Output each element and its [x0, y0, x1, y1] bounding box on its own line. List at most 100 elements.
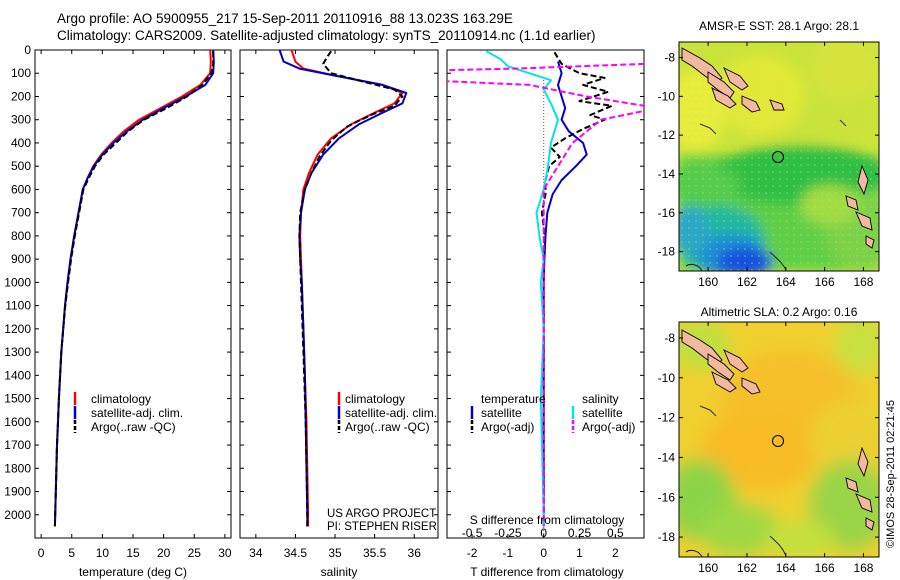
sst-map-frame	[678, 41, 880, 272]
temperature-axis: 0100200300400500600700800900100011001200…	[4, 43, 232, 560]
y-tick-label: 1300	[4, 345, 31, 359]
temperature-legend: climatology satellite-adj. clim. Argo(..…	[73, 392, 183, 434]
legend-label-climatology: climatology	[345, 392, 405, 406]
x-tick-label: 35	[328, 546, 342, 560]
map-y-tick-label: -8	[664, 51, 675, 65]
temperature-axes-frame	[34, 49, 232, 539]
x-tick-label: 15	[126, 546, 140, 560]
map-x-tick-label: 160	[698, 275, 718, 289]
x-tick-label-salinity: -0.25	[494, 526, 522, 540]
sst-map-field	[679, 42, 879, 271]
x-tick-label: -1	[503, 546, 514, 560]
map-y-tick-label: -12	[658, 128, 676, 142]
y-tick-label: 1100	[5, 299, 31, 313]
sst-map-axis: 160 162 164 166 168 -8 -10 -12 -14 -16 -18	[658, 42, 879, 289]
difference-lines	[447, 50, 644, 527]
y-tick-label: 400	[11, 136, 31, 150]
y-tick-label: 100	[11, 66, 31, 80]
map-x-tick-label: 162	[737, 561, 757, 575]
sst-map: AMSR-E SST: 28.1 Argo: 28.1	[658, 19, 880, 289]
y-tick-label: 1900	[4, 485, 31, 499]
project-name: US ARGO PROJECT	[327, 508, 436, 520]
map-y-tick-label: -10	[658, 371, 676, 385]
map-y-tick-label: -14	[658, 167, 676, 181]
sla-map: Altimetric SLA: 0.2 Argo: 0.16	[658, 305, 880, 575]
y-tick-label: 0	[24, 43, 31, 57]
legend-label-argo: Argo(..raw -QC)	[345, 420, 430, 434]
map-y-tick-label: -18	[658, 245, 676, 259]
y-tick-label: 600	[11, 182, 31, 196]
salinity-lines	[278, 50, 408, 527]
difference-temperature-xlabel: T difference from climatology	[470, 565, 624, 579]
project-pi: PI: STEPHEN RISER	[327, 521, 437, 533]
y-tick-label: 1500	[4, 392, 31, 406]
temperature-lines	[53, 50, 215, 527]
x-tick-label: 1	[576, 546, 583, 560]
y-tick-label: 1800	[4, 461, 31, 475]
x-tick-label: 25	[188, 546, 202, 560]
sla-argo-position-marker	[772, 435, 784, 447]
legend-label-temperature-satellite: satellite	[481, 406, 522, 420]
salinity-legend: climatology satellite-adj. clim. Argo(..…	[337, 392, 437, 434]
legend-label-argo: Argo(..raw -QC)	[91, 420, 176, 434]
y-tick-label: 900	[11, 252, 31, 266]
x-tick-label: 5	[68, 546, 75, 560]
sst-argo-position-marker	[772, 151, 784, 163]
series-line-salinity-argo-adj-	[447, 62, 644, 527]
x-tick-label: -2	[467, 546, 478, 560]
sst-map-title: AMSR-E SST: 28.1 Argo: 28.1	[699, 19, 859, 33]
figure-title-line1: Argo profile: AO 5900955_217 15-Sep-2011…	[57, 11, 513, 26]
sla-map-title: Altimetric SLA: 0.2 Argo: 0.16	[701, 305, 858, 319]
y-tick-label: 800	[11, 229, 31, 243]
y-tick-label: 1000	[4, 275, 31, 289]
legend-title-temperature: temperature	[481, 392, 546, 406]
map-y-tick-label: -8	[664, 331, 675, 345]
legend-label-satellite: satellite-adj. clim.	[91, 406, 183, 420]
legend-label-satellite: satellite-adj. clim.	[345, 406, 437, 420]
y-tick-label: 1700	[4, 438, 31, 452]
legend-label-salinity-satellite: satellite	[582, 406, 623, 420]
x-tick-label-salinity: -0.5	[462, 526, 483, 540]
series-line-argo-raw-qc-	[298, 50, 404, 527]
sla-map-axis: 160 162 164 166 168 -8 -10 -12 -14 -16 -18	[658, 322, 879, 575]
legend-label-temperature-argo: Argo(-adj)	[481, 420, 534, 434]
x-tick-label: 10	[96, 546, 110, 560]
figure-title-line2: Climatology: CARS2009. Satellite-adjuste…	[57, 28, 596, 43]
series-line-temperature-argo-adj-	[540, 51, 613, 527]
temperature-panel: 0100200300400500600700800900100011001200…	[4, 43, 232, 579]
difference-axes-frame	[446, 49, 645, 539]
salinity-xlabel: salinity	[321, 565, 358, 579]
y-tick-label: 300	[11, 113, 31, 127]
map-x-tick-label: 166	[815, 275, 835, 289]
x-tick-label: 36	[408, 546, 422, 560]
difference-panel: -2 -1 0 1 2 -0.5 -0.25 0 0.25 0.5 temperature sat…	[446, 49, 645, 579]
map-y-tick-label: -14	[658, 450, 676, 464]
legend-label-climatology: climatology	[91, 392, 151, 406]
map-x-tick-label: 164	[776, 275, 796, 289]
x-tick-label: 0	[38, 546, 45, 560]
y-tick-label: 1400	[4, 368, 31, 382]
legend-title-salinity: salinity	[582, 392, 619, 406]
map-y-tick-label: -16	[658, 490, 676, 504]
y-tick-label: 2000	[4, 508, 31, 522]
y-tick-label: 700	[11, 206, 31, 220]
salinity-axis: 34 34.5 35 35.5 36	[240, 49, 438, 560]
map-x-tick-label: 162	[737, 275, 757, 289]
x-tick-label-salinity: 0	[540, 526, 547, 540]
x-tick-label: 30	[218, 546, 232, 560]
map-y-tick-label: -16	[658, 206, 676, 220]
map-x-tick-label: 166	[815, 561, 835, 575]
map-x-tick-label: 164	[776, 561, 796, 575]
map-y-tick-label: -10	[658, 89, 676, 103]
map-x-tick-label: 160	[698, 561, 718, 575]
map-x-tick-label: 168	[853, 275, 873, 289]
x-tick-label: 35.5	[363, 546, 387, 560]
difference-salinity-xlabel: S difference from climatology	[470, 513, 625, 527]
x-tick-label-salinity: 0.5	[607, 526, 624, 540]
x-tick-label: 20	[157, 546, 171, 560]
map-y-tick-label: -18	[658, 530, 676, 544]
sla-map-frame	[678, 321, 880, 558]
credit-timestamp: ©IMOS 28-Sep-2011 02:21:45	[885, 400, 897, 548]
y-tick-label: 200	[11, 89, 31, 103]
salinity-panel: 34 34.5 35 35.5 36 climatology satellite-adj…	[239, 49, 439, 579]
